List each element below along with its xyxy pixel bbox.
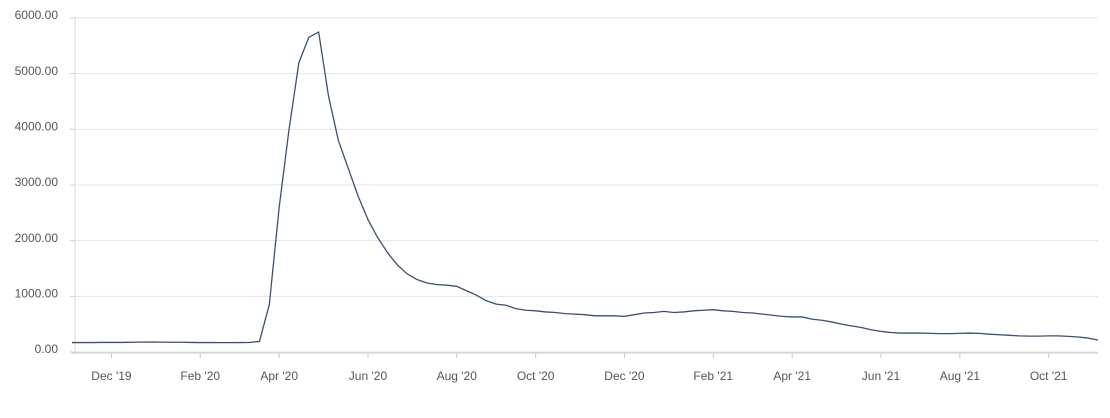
y-tick-label: 4000.00	[15, 120, 59, 134]
x-tick-label: Dec '20	[604, 369, 645, 383]
x-tick-label: Feb '20	[180, 369, 220, 383]
y-tick-label: 0.00	[35, 342, 59, 356]
x-tick-label: Jun '21	[862, 369, 901, 383]
x-tick-label: Feb '21	[693, 369, 733, 383]
x-tick-label: Apr '20	[260, 369, 298, 383]
x-tick-label: Oct '21	[1030, 369, 1068, 383]
y-tick-label: 3000.00	[15, 175, 59, 189]
y-tick-label: 1000.00	[15, 287, 59, 301]
y-tick-label: 5000.00	[15, 64, 59, 78]
x-tick-label: Aug '20	[437, 369, 478, 383]
x-tick-label: Dec '19	[91, 369, 132, 383]
data-line	[72, 31, 1099, 344]
y-tick-label: 2000.00	[15, 231, 59, 245]
x-tick-label: Oct '20	[517, 369, 555, 383]
x-tick-label: Jun '20	[349, 369, 388, 383]
y-tick-label: 6000.00	[15, 8, 59, 22]
x-tick-label: Aug '21	[940, 369, 981, 383]
x-tick-label: Apr '21	[773, 369, 811, 383]
